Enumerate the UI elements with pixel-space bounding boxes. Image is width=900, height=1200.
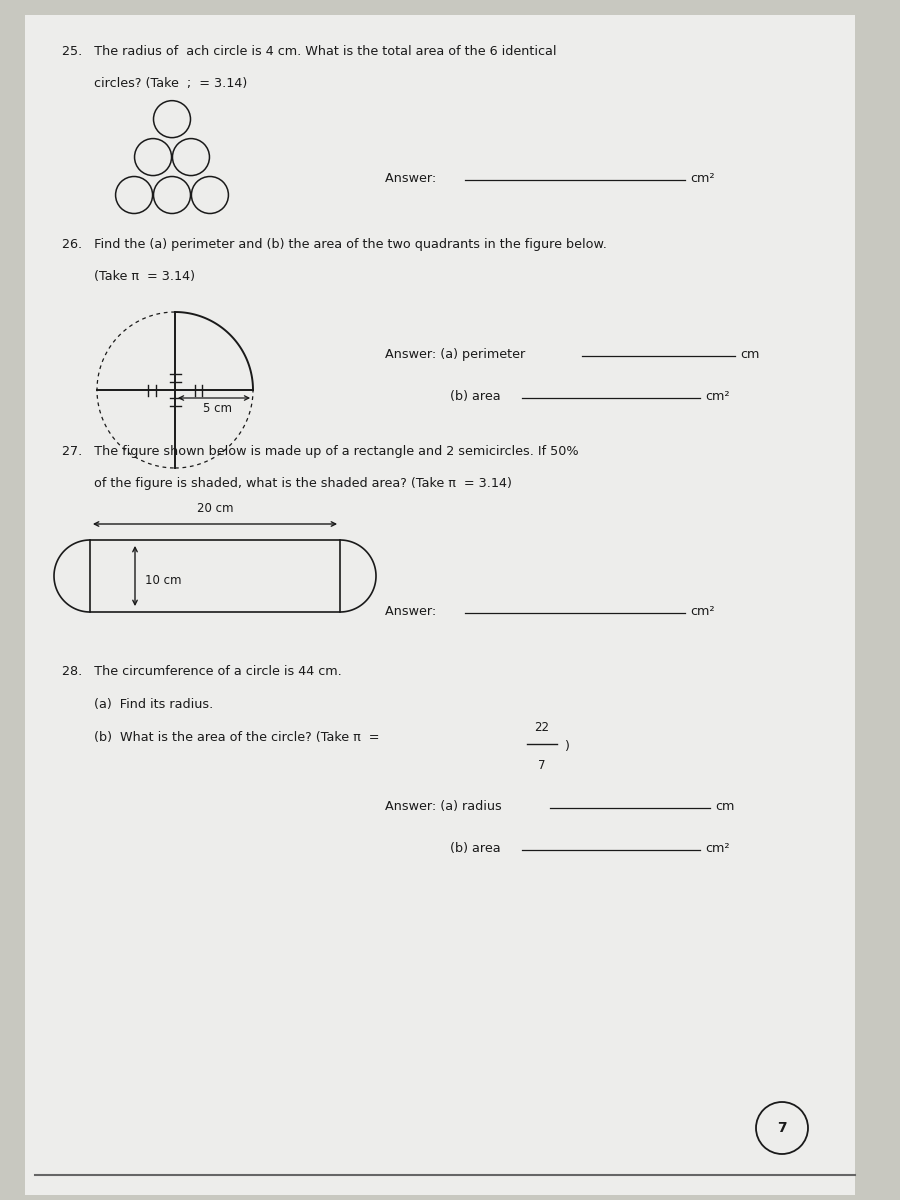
Text: 7: 7 [778,1121,787,1135]
Text: 20 cm: 20 cm [197,502,233,515]
Text: cm²: cm² [705,842,730,854]
Text: Answer:: Answer: [385,172,440,185]
Text: (b) area: (b) area [450,390,505,403]
Text: cm²: cm² [705,390,730,403]
Text: 7: 7 [538,760,545,772]
Text: Answer: (a) radius: Answer: (a) radius [385,800,502,814]
Text: 22: 22 [535,721,550,734]
Text: 25.   The radius of  ach circle is 4 cm. What is the total area of the 6 identic: 25. The radius of ach circle is 4 cm. Wh… [62,44,556,58]
Text: 28.   The circumference of a circle is 44 cm.: 28. The circumference of a circle is 44 … [62,665,342,678]
Text: 5 cm: 5 cm [203,402,232,415]
Text: (a)  Find its radius.: (a) Find its radius. [62,698,213,710]
Text: ): ) [564,739,569,752]
Text: (b) area: (b) area [450,842,505,854]
Text: cm²: cm² [690,605,715,618]
Text: cm: cm [740,348,760,361]
Text: 26.   Find the (a) perimeter and (b) the area of the two quadrants in the figure: 26. Find the (a) perimeter and (b) the a… [62,238,607,251]
Text: of the figure is shaded, what is the shaded area? (Take π  = 3.14): of the figure is shaded, what is the sha… [62,476,512,490]
Text: circles? (Take  ;  = 3.14): circles? (Take ; = 3.14) [62,77,248,90]
Text: cm: cm [715,800,734,814]
Text: Answer: (a) perimeter: Answer: (a) perimeter [385,348,526,361]
Text: 10 cm: 10 cm [145,575,182,588]
Text: (b)  What is the area of the circle? (Take π  =: (b) What is the area of the circle? (Tak… [62,731,380,744]
Bar [90,540,340,612]
Text: (Take π  = 3.14): (Take π = 3.14) [62,270,195,283]
Text: cm²: cm² [690,172,715,185]
Text: Answer:: Answer: [385,605,440,618]
Text: 27.   The figure shown below is made up of a rectangle and 2 semicircles. If 50%: 27. The figure shown below is made up of… [62,445,579,458]
